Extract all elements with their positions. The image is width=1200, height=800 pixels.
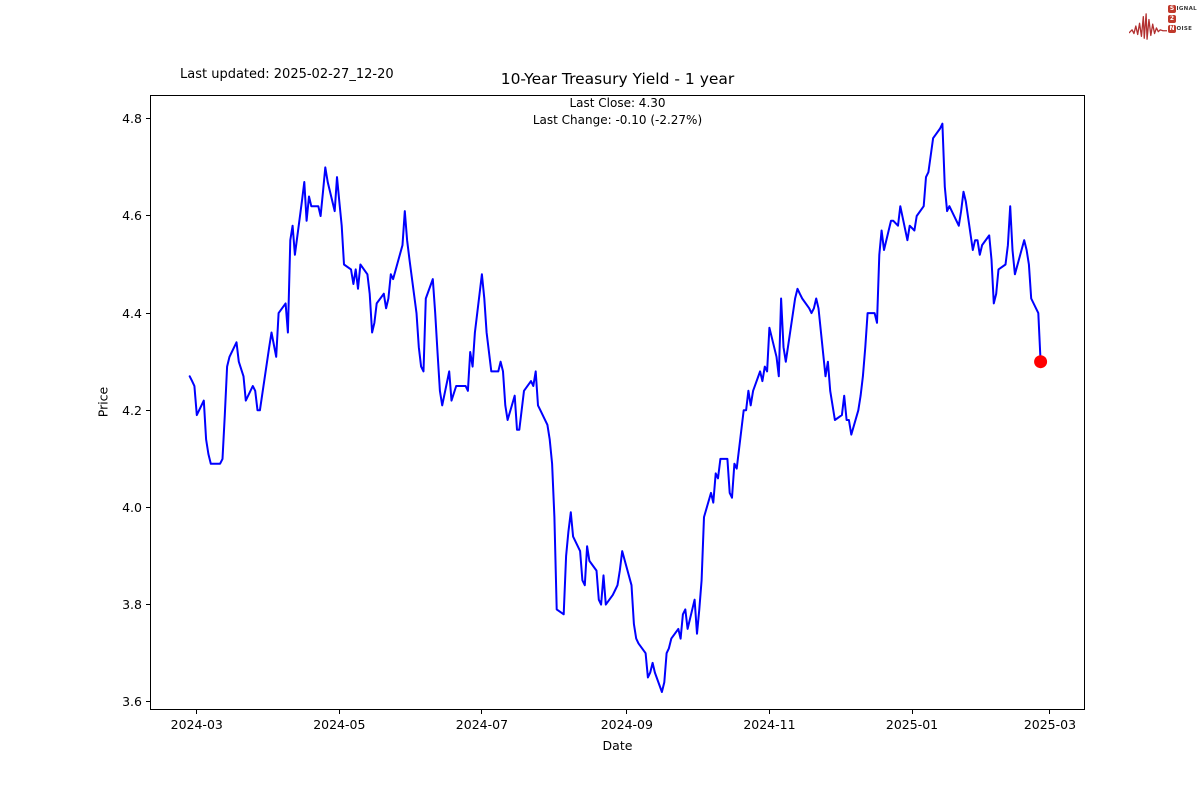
logo-row-2: 2 [1168,15,1197,23]
y-tick-label: 4.6 [122,208,142,224]
y-tick-label: 3.8 [122,597,142,613]
x-tick-mark [481,710,483,714]
price-line [188,122,1042,693]
last-change-text: Last Change: -0.10 (-2.27%) [532,113,703,127]
y-tick-label: 4.8 [122,111,142,127]
y-tick-mark [146,604,150,606]
y-tick-mark [146,118,150,120]
x-tick-label: 2024-11 [743,717,796,732]
x-tick-label: 2024-05 [313,717,366,732]
logo-row-signal: S IGNAL [1168,5,1197,13]
y-tick-mark [146,409,150,411]
y-axis-label: Price [95,386,111,418]
y-tick-mark [146,215,150,217]
x-tick-label: 2024-03 [170,717,223,732]
x-tick-mark [768,710,770,714]
y-tick-mark [146,506,150,508]
seismograph-waveform-icon [1129,13,1167,40]
plot-border [150,95,1085,710]
x-tick-label: 2024-07 [455,717,509,732]
last-price-marker [1034,355,1048,369]
y-tick-label: 4.4 [122,305,142,321]
logo-letterbox-2: 2 [1168,15,1176,23]
x-axis-label: Date [602,738,633,753]
last-close-text: Last Close: 4.30 [569,96,666,110]
y-tick-mark [146,701,150,703]
logo-wordmark: S IGNAL 2 N OISE [1168,5,1197,33]
y-tick-label: 4.0 [122,499,142,515]
x-tick-mark [338,710,340,714]
x-tick-mark [196,710,198,714]
x-tick-mark [626,710,628,714]
y-tick-mark [146,312,150,314]
logo-letterbox-n: N [1168,25,1176,33]
x-tick-mark [1049,710,1051,714]
logo-text-oise: OISE [1176,26,1193,32]
yield-line-chart [188,122,1048,693]
last-updated-text: Last updated: 2025-02-27_12-20 [180,67,394,82]
x-tick-mark [911,710,913,714]
y-tick-label: 3.6 [122,694,142,710]
y-tick-label: 4.2 [122,402,142,418]
logo-text-ignal: IGNAL [1176,6,1197,12]
chart-title: 10-Year Treasury Yield - 1 year [500,70,735,88]
x-tick-label: 2024-09 [600,717,653,732]
x-tick-label: 2025-01 [885,717,939,732]
logo-row-noise: N OISE [1168,25,1197,33]
signal2noise-logo: S IGNAL 2 N OISE [1129,5,1197,42]
x-tick-label: 2025-03 [1023,717,1077,732]
logo-letterbox-s: S [1168,5,1176,13]
